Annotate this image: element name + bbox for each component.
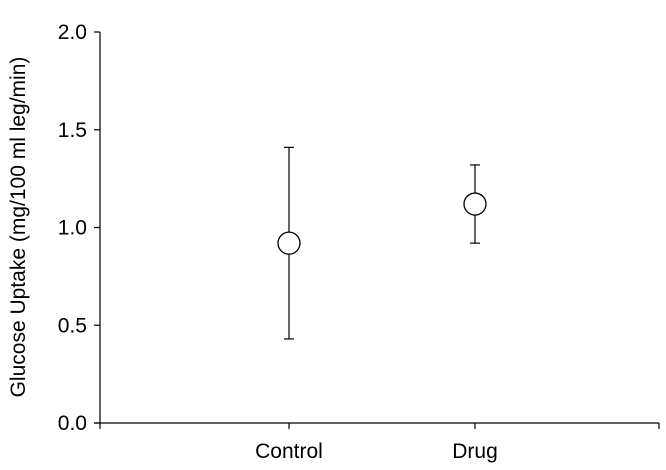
y-axis: 0.0 0.5 1.0 1.5 2.0 bbox=[58, 21, 101, 435]
y-tick-label: 1.0 bbox=[58, 217, 87, 240]
error-bars bbox=[284, 146, 480, 340]
y-tick-label: 0.5 bbox=[58, 314, 87, 337]
x-axis: Control Drug bbox=[94, 422, 660, 463]
x-tick-label: Drug bbox=[452, 440, 498, 463]
x-tick-label: Control bbox=[255, 440, 323, 463]
y-axis-title: Glucose Uptake (mg/100 ml leg/min) bbox=[7, 57, 30, 398]
data-point bbox=[277, 231, 301, 255]
data-points bbox=[277, 192, 487, 255]
y-tick-label: 0.0 bbox=[58, 412, 87, 435]
y-tick-label: 2.0 bbox=[58, 21, 87, 44]
data-point bbox=[463, 192, 487, 216]
y-tick-label: 1.5 bbox=[58, 119, 87, 142]
